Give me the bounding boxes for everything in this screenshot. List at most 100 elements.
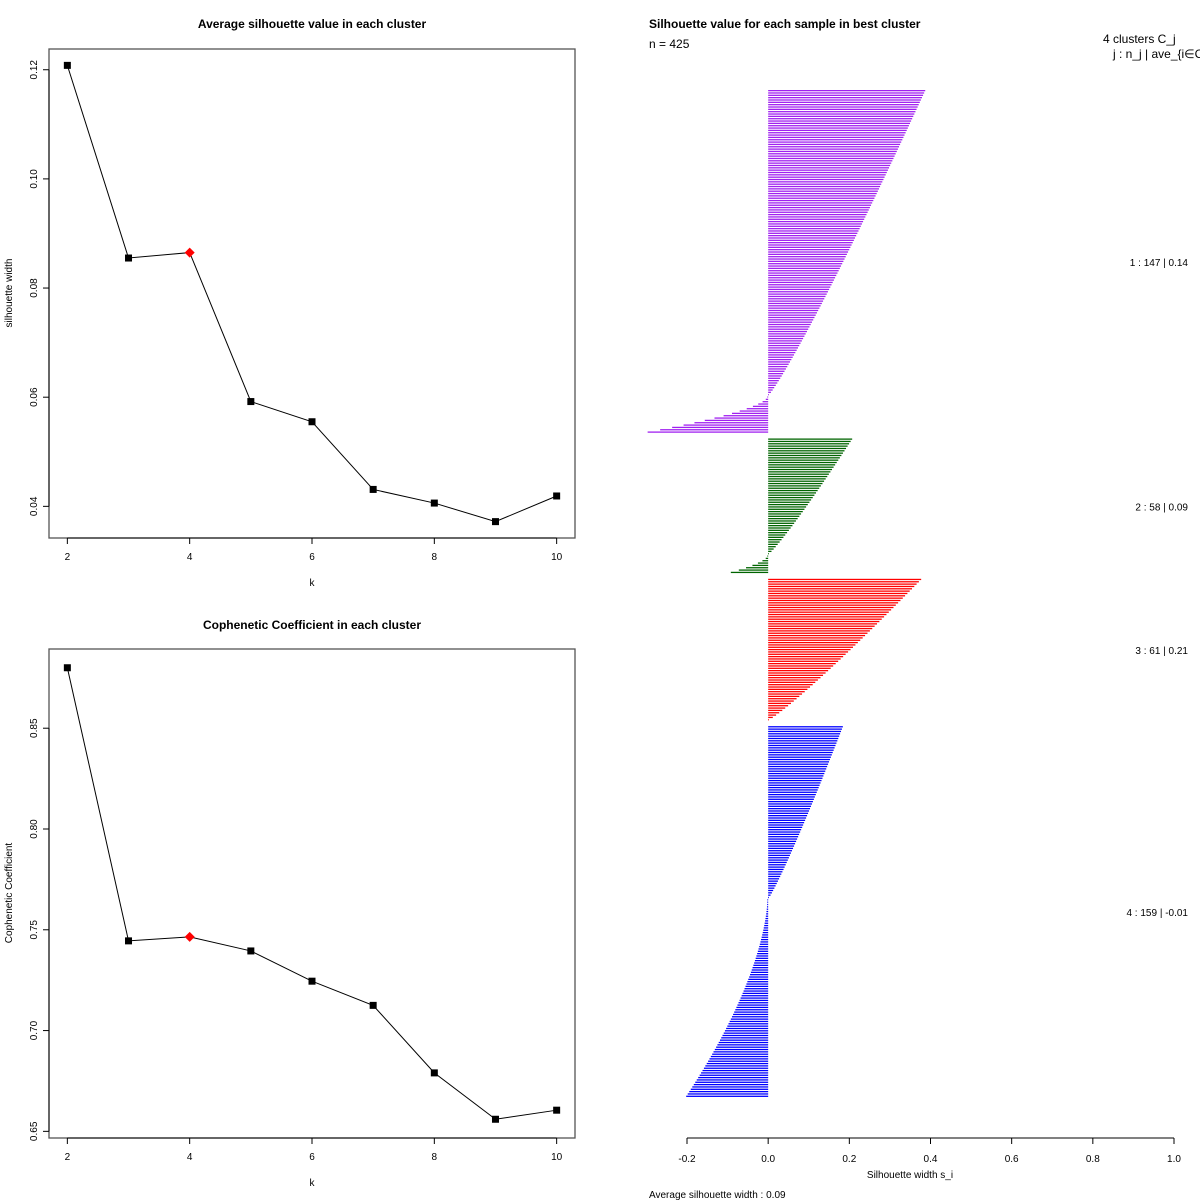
silhouette-bar xyxy=(768,751,833,754)
data-point xyxy=(430,499,438,507)
silhouette-bar xyxy=(768,887,775,889)
silhouette-bar xyxy=(683,424,769,426)
silhouette-bar xyxy=(768,648,851,651)
silhouette-bar xyxy=(768,702,791,705)
silhouette-bar xyxy=(698,1076,769,1079)
silhouette-bar xyxy=(702,1069,769,1072)
cophenetic-k-panel: Cophenetic Coefficient in each cluster k… xyxy=(4,618,576,1189)
data-point xyxy=(63,61,71,69)
silhouette-bar xyxy=(768,202,873,204)
silhouette-bar xyxy=(768,387,775,389)
silhouette-bar xyxy=(768,188,879,190)
silhouette-bar xyxy=(768,677,821,679)
silhouette-bar xyxy=(768,244,852,246)
silhouette-bar xyxy=(740,997,769,999)
x-tick-label: 4 xyxy=(187,552,193,563)
data-point xyxy=(308,418,316,426)
silhouette-bar xyxy=(734,1011,769,1013)
silhouette-bar xyxy=(699,1074,769,1076)
data-point xyxy=(125,937,133,945)
silhouette-bar xyxy=(768,553,769,555)
silhouette-bar xyxy=(768,351,796,354)
silhouette-bar xyxy=(768,606,894,609)
silhouette-bar xyxy=(768,875,781,878)
silhouette-bar xyxy=(768,747,835,749)
data-point xyxy=(369,485,377,493)
silhouette-bar xyxy=(746,983,769,985)
silhouette-bar xyxy=(708,1060,769,1062)
silhouette-bar xyxy=(768,380,779,382)
silhouette-bar xyxy=(768,232,858,234)
silhouette-bar xyxy=(768,447,847,450)
silhouette-bar xyxy=(767,555,769,557)
silhouette-bar xyxy=(768,312,817,314)
panel3-header-line1: 4 clusters C_j xyxy=(1103,32,1176,46)
silhouette-bar xyxy=(768,639,861,641)
silhouette-bar xyxy=(768,864,786,866)
silhouette-k-panel: Average silhouette value in each cluster… xyxy=(4,17,576,589)
silhouette-bar xyxy=(722,1034,769,1037)
silhouette-bar xyxy=(765,920,769,922)
silhouette-bar xyxy=(768,892,772,894)
silhouette-bar xyxy=(752,564,769,567)
silhouette-bar xyxy=(768,627,873,630)
silhouette-bar xyxy=(768,880,778,882)
silhouette-bar xyxy=(768,719,769,721)
y-tick-label: 0.10 xyxy=(29,169,40,189)
y-tick-label: 0.08 xyxy=(29,278,40,298)
silhouette-bar xyxy=(768,672,826,674)
silhouette-bar xyxy=(765,557,769,560)
data-point xyxy=(63,664,71,672)
silhouette-bar xyxy=(768,473,829,475)
silhouette-bar xyxy=(768,499,812,501)
silhouette-bar xyxy=(768,590,910,592)
silhouette-bar xyxy=(768,536,784,538)
x-tick-label: 10 xyxy=(551,1152,563,1163)
silhouette-bar xyxy=(768,237,856,239)
silhouette-bar xyxy=(768,113,915,115)
panel2-ylabel: Cophenetic Coefficient xyxy=(4,843,15,944)
silhouette-bar xyxy=(768,609,892,611)
silhouette-bar xyxy=(752,405,769,408)
silhouette-bar xyxy=(768,323,811,326)
silhouette-bar xyxy=(768,274,837,277)
silhouette-bar xyxy=(768,340,802,342)
silhouette-bar xyxy=(759,943,769,945)
silhouette-bar xyxy=(736,1006,769,1009)
silhouette-bar xyxy=(768,258,845,260)
silhouette-bar xyxy=(768,368,786,370)
silhouette-bar xyxy=(768,737,839,740)
silhouette-bar xyxy=(768,651,849,653)
panel1-xlabel: k xyxy=(310,578,316,589)
silhouette-bar xyxy=(768,506,807,508)
silhouette-bar xyxy=(768,546,776,548)
silhouette-bar xyxy=(768,866,785,868)
silhouette-bar xyxy=(768,843,796,845)
y-tick-label: 0.04 xyxy=(29,496,40,516)
silhouette-bar xyxy=(768,132,906,134)
silhouette-bar xyxy=(768,127,908,129)
silhouette-bar xyxy=(742,992,769,995)
silhouette-bar xyxy=(717,1044,769,1046)
silhouette-bar xyxy=(718,1041,769,1044)
silhouette-bar xyxy=(768,97,922,99)
silhouette-bar xyxy=(768,517,798,520)
silhouette-bar xyxy=(768,896,769,899)
silhouette-bar xyxy=(738,1002,769,1004)
silhouette-bar xyxy=(768,389,773,391)
silhouette-bar xyxy=(768,882,777,885)
data-point xyxy=(430,1069,438,1077)
silhouette-bar xyxy=(768,658,841,660)
silhouette-bar xyxy=(768,716,773,719)
silhouette-bar xyxy=(761,936,769,938)
silhouette-bar xyxy=(714,1048,769,1051)
silhouette-bar xyxy=(768,115,914,118)
silhouette-bar xyxy=(768,185,881,188)
silhouette-bar xyxy=(768,641,858,644)
y-tick-label: 0.80 xyxy=(29,819,40,839)
silhouette-bar xyxy=(768,344,800,347)
silhouette-bar xyxy=(696,1079,769,1081)
silhouette-bar xyxy=(768,342,801,344)
silhouette-bar xyxy=(741,995,769,997)
silhouette-bar xyxy=(768,288,830,291)
